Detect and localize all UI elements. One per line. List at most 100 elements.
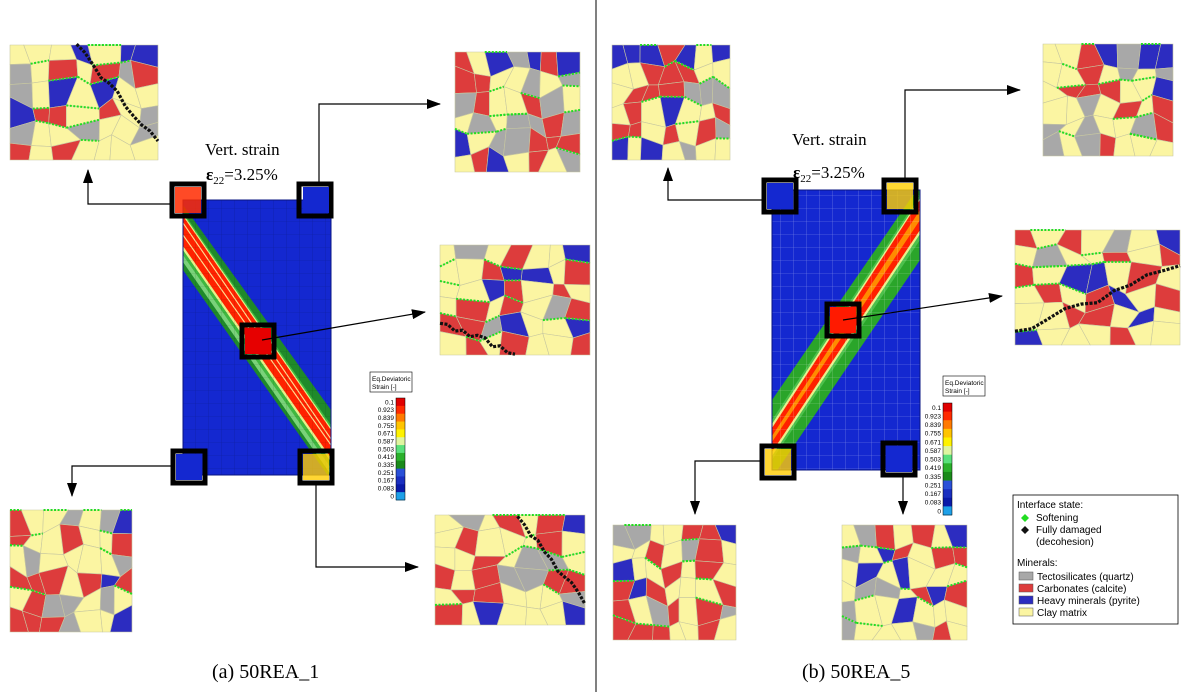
colorbar-tick-label: 0.083 [925,500,942,507]
colorbar-tick-label: 0.839 [378,415,395,422]
grain [679,598,698,626]
grain [612,137,628,160]
colorbar-swatch [396,414,405,422]
colorbar-tick-label: 0.503 [378,446,395,453]
grain [1151,321,1180,345]
colorbar-title: Eq.Deviatoric [945,380,984,387]
grain [10,64,32,85]
legend-fully-damaged: Fully damaged [1036,525,1102,536]
grain [628,137,642,160]
colorbar-tick-label: 0 [390,493,394,500]
grain [721,540,736,565]
legend: Interface state: Softening Fully damaged… [1013,495,1178,624]
legend-decohesion: (decohesion) [1036,537,1094,548]
colorbar-swatch [396,422,405,430]
grain [473,91,489,116]
grain [32,81,50,109]
colorbar-title-unit: Strain [-] [372,384,397,391]
microstructure-panel [10,44,158,160]
caption-b: (b) 50REA_5 [802,661,910,683]
microstructure-panel [613,525,736,640]
colorbar-swatch [943,429,952,438]
legend-interface-title: Interface state: [1017,500,1083,511]
colorbar-title: Eq.Deviatoric [372,376,411,383]
softening-interface [901,589,911,590]
colorbar-tick-label: 0.251 [378,470,395,477]
legend-softening: Softening [1036,513,1078,524]
grain [29,146,53,160]
grain [875,525,895,550]
microstructure-panel [612,45,730,160]
mineral-label: Heavy minerals (pyrite) [1037,596,1140,607]
grain [503,128,530,157]
colorbar-tick-label: 0.923 [378,407,395,414]
mineral-label: Carbonates (calcite) [1037,584,1126,595]
colorbar-title-unit: Strain [-] [945,388,970,395]
colorbar-tick-label: 0.671 [925,439,942,446]
colorbar-swatch [396,492,405,500]
grain [1117,44,1141,69]
grain [1102,252,1131,262]
colorbar-tick-label: 0.839 [925,422,942,429]
colorbar-tick-label: 0.755 [925,431,942,438]
grain [632,558,647,581]
colorbar-tick-label: 0.083 [378,486,395,493]
legend-minerals-title: Minerals: [1017,558,1058,569]
colorbar-tick-label: 0.167 [925,491,942,498]
strain-label-a: Vert. strain [205,140,280,159]
colorbar-tick-label: 0.419 [378,454,395,461]
colorbar-tick-label: 0.755 [378,423,395,430]
mineral-label: Clay matrix [1037,608,1087,619]
colorbar-swatch [943,455,952,464]
colorbar-swatch [943,506,952,515]
microstructure-panel [435,515,585,625]
microstructure-panel [455,52,580,172]
microstructure-panel [1015,230,1180,345]
colorbar-swatch [943,489,952,498]
strain-value-b: ε22=3.25% [793,163,865,185]
colorbar-tick-label: 0.419 [925,465,942,472]
grain [681,561,696,579]
colorbar-swatch [943,481,952,490]
colorbar-tick-label: 0.335 [378,462,395,469]
microstructure-panel [440,245,590,355]
grain [112,533,132,557]
mineral-swatch [1019,608,1033,616]
grain [679,577,696,597]
colorbar-swatch [943,412,952,421]
colorbar-swatch [396,476,405,484]
colorbar-tick-label: 0.671 [378,431,395,438]
grain [474,74,490,93]
grain [715,138,730,160]
colorbar-tick-label: 0.335 [925,474,942,481]
grain [562,515,585,534]
colorbar-swatch [396,469,405,477]
grain [1015,264,1034,288]
colorbar-swatch [943,446,952,455]
grain [435,604,463,625]
colorbar-swatch [943,498,952,507]
mineral-swatch [1019,596,1033,604]
grain [10,143,31,160]
colorbar-swatch [396,398,405,406]
colorbar-tick-label: 0.251 [925,482,942,489]
mineral-swatch [1019,584,1033,592]
caption-a: (a) 50REA_1 [212,661,319,683]
colorbar-tick-label: 0.587 [378,439,395,446]
grain [454,245,488,259]
colorbar-swatch [396,429,405,437]
colorbar-swatch [396,461,405,469]
grain [695,539,724,563]
grain [563,86,580,113]
colorbar-swatch [396,445,405,453]
colorbar-swatch [943,403,952,412]
colorbar-tick-label: 0.503 [925,457,942,464]
strain-label-b: Vert. strain [792,130,867,149]
colorbar-swatch [943,472,952,481]
colorbar-swatch [396,453,405,461]
microstructure-panel [842,525,967,640]
colorbar-swatch [943,463,952,472]
